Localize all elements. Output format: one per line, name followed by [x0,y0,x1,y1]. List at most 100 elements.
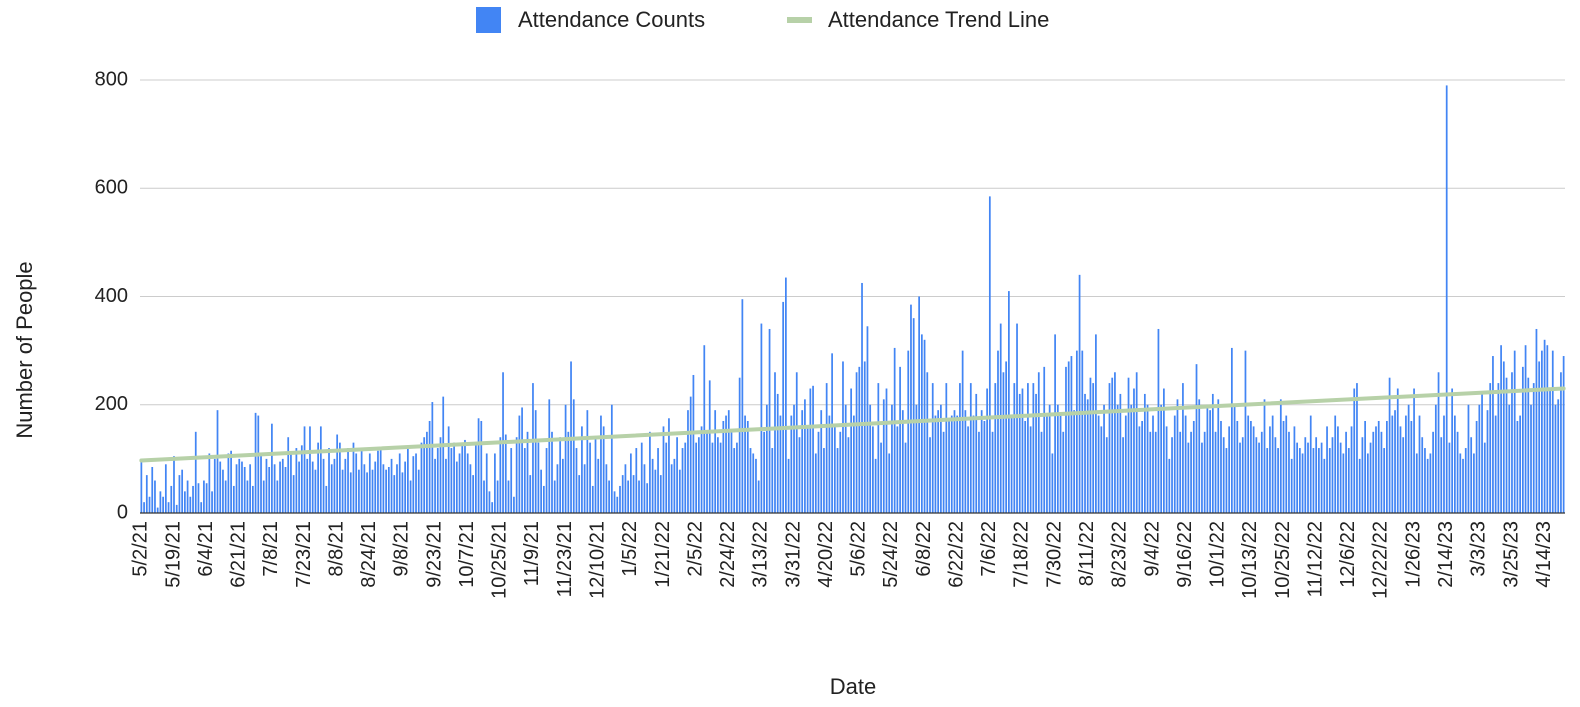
bar [1152,415,1154,513]
bar [1432,431,1434,513]
bar [1187,442,1190,513]
bar [1345,431,1347,513]
bar [1168,458,1171,513]
bar [899,366,901,513]
bar [409,480,412,513]
bar [839,431,842,513]
bar [1315,437,1318,513]
bar [368,453,371,513]
bar [1470,437,1473,513]
x-tick-label: 12/10/21 [587,521,609,599]
bar [1451,388,1454,513]
bar [311,461,314,513]
bar [1296,442,1299,513]
x-tick-label: 1/26/23 [1402,521,1424,588]
bar [885,388,888,513]
bar [1339,442,1342,513]
bar [542,485,545,513]
bar [1467,404,1470,513]
bar [787,458,790,513]
bar [309,426,311,513]
bar [262,480,265,513]
bar [937,410,940,513]
bar [184,491,186,513]
bar [1462,458,1464,513]
bar [858,366,861,513]
bar [417,469,420,513]
bar [1456,431,1459,513]
x-tick-label: 10/25/21 [489,521,511,599]
legend-label: Attendance Counts [518,7,705,32]
bar [836,448,839,513]
bar [874,458,877,513]
bar [151,466,154,513]
bar [1494,415,1497,513]
bar [844,404,847,513]
bar [793,404,795,513]
bar [1157,328,1160,513]
bar [238,458,241,513]
bar [344,458,347,513]
bar [1024,420,1027,513]
x-tick-label: 8/24/21 [358,521,380,588]
bar [1334,415,1337,513]
bar [624,464,627,513]
bar [273,464,276,513]
bar [363,464,366,513]
bar [1021,388,1024,513]
bar [249,464,252,513]
bar [1402,437,1405,513]
bar [455,461,458,513]
bar [1179,431,1182,513]
bar [200,502,203,513]
bar [1075,350,1078,513]
bar [978,431,980,513]
x-tick-label: 4/14/23 [1533,521,1555,588]
x-tick-label: 7/18/22 [1011,521,1033,588]
bar [175,504,178,513]
bar [670,464,673,513]
bar [1541,350,1543,513]
bar [741,299,744,513]
bar [167,502,170,513]
bar [1239,442,1241,513]
bar [1388,377,1391,513]
x-tick-label: 11/9/21 [521,521,543,586]
bar [847,437,850,513]
bar [1429,453,1432,513]
bar [1154,431,1157,513]
y-axis-title: Number of People [12,261,37,438]
bar [746,420,749,513]
bar [861,282,863,513]
bar [1271,415,1274,513]
bar [1046,415,1048,513]
trend-line [139,386,1566,463]
bar [1228,426,1231,513]
bar [768,328,771,513]
bar [1320,442,1323,513]
bar [1146,404,1149,513]
bar [377,450,379,513]
bar [1356,383,1358,513]
bar [1481,393,1483,513]
bar [1478,404,1481,513]
bar [695,442,698,513]
bar [341,469,344,513]
bar [714,410,717,513]
bar [1065,366,1067,513]
bar [1377,420,1380,513]
bar [382,464,385,513]
bar [1347,448,1350,513]
bar [643,464,646,513]
bar [436,448,439,513]
bar [654,469,657,513]
bar [170,485,173,513]
bar [140,458,143,513]
bar [975,393,978,513]
bar [681,448,684,513]
bar [629,453,632,513]
bar [700,426,703,513]
bar [610,404,613,513]
bar [763,431,765,513]
bar [1250,420,1252,513]
